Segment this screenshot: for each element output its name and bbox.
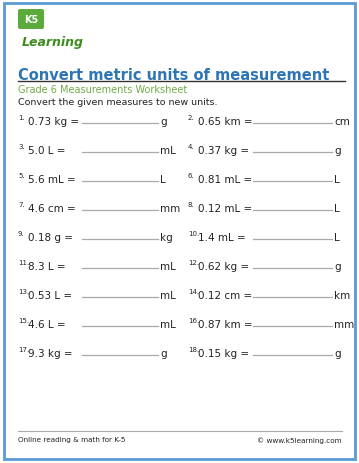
Text: mL: mL (160, 290, 176, 300)
Text: 0.18 g =: 0.18 g = (28, 232, 73, 243)
Text: 7.: 7. (18, 201, 25, 207)
Text: Online reading & math for K-5: Online reading & math for K-5 (18, 436, 126, 442)
Text: 5.6 mL =: 5.6 mL = (28, 175, 76, 185)
Text: km: km (334, 290, 350, 300)
Text: 5.: 5. (18, 173, 25, 179)
Text: g: g (334, 262, 341, 271)
Text: 13.: 13. (18, 288, 29, 294)
Text: 0.87 km =: 0.87 km = (198, 319, 253, 329)
Text: Convert the given measures to new units.: Convert the given measures to new units. (18, 98, 218, 107)
Text: 1.: 1. (18, 115, 25, 121)
Text: kg: kg (160, 232, 173, 243)
Text: © www.k5learning.com: © www.k5learning.com (257, 436, 342, 443)
Text: mL: mL (160, 262, 176, 271)
Text: mm: mm (160, 204, 180, 213)
Text: 18.: 18. (188, 346, 199, 352)
Text: 14.: 14. (188, 288, 199, 294)
Text: 8.3 L =: 8.3 L = (28, 262, 66, 271)
Text: 5.0 L =: 5.0 L = (28, 146, 65, 156)
Text: L: L (160, 175, 166, 185)
Text: 0.37 kg =: 0.37 kg = (198, 146, 249, 156)
Text: 0.12 cm =: 0.12 cm = (198, 290, 252, 300)
Text: 0.62 kg =: 0.62 kg = (198, 262, 249, 271)
Text: 8.: 8. (188, 201, 195, 207)
Text: 16.: 16. (188, 317, 199, 323)
Text: g: g (160, 348, 167, 358)
Text: L: L (334, 232, 340, 243)
Text: g: g (334, 348, 341, 358)
Text: 10.: 10. (188, 231, 199, 237)
Text: 4.6 cm =: 4.6 cm = (28, 204, 76, 213)
Text: cm: cm (334, 117, 350, 127)
Text: mm: mm (334, 319, 354, 329)
Text: g: g (334, 146, 341, 156)
Text: mL: mL (160, 146, 176, 156)
Text: 1.4 mL =: 1.4 mL = (198, 232, 246, 243)
Text: 0.81 mL =: 0.81 mL = (198, 175, 252, 185)
Text: 12.: 12. (188, 259, 199, 265)
Text: 0.73 kg =: 0.73 kg = (28, 117, 79, 127)
Text: 0.15 kg =: 0.15 kg = (198, 348, 249, 358)
Text: Learning: Learning (22, 36, 84, 49)
Text: 4.: 4. (188, 144, 195, 150)
Text: 0.65 km =: 0.65 km = (198, 117, 253, 127)
Text: 11.: 11. (18, 259, 29, 265)
Text: mL: mL (160, 319, 176, 329)
Text: g: g (160, 117, 167, 127)
Text: 9.: 9. (18, 231, 25, 237)
Text: K5: K5 (24, 15, 38, 25)
Text: Convert metric units of measurement: Convert metric units of measurement (18, 68, 329, 83)
FancyBboxPatch shape (18, 10, 44, 30)
Text: 2.: 2. (188, 115, 195, 121)
Text: L: L (334, 204, 340, 213)
Text: L: L (334, 175, 340, 185)
Text: Grade 6 Measurements Worksheet: Grade 6 Measurements Worksheet (18, 85, 187, 95)
Text: 0.12 mL =: 0.12 mL = (198, 204, 252, 213)
Text: 3.: 3. (18, 144, 25, 150)
Text: 6.: 6. (188, 173, 195, 179)
Text: 17.: 17. (18, 346, 29, 352)
Text: 9.3 kg =: 9.3 kg = (28, 348, 73, 358)
Text: 0.53 L =: 0.53 L = (28, 290, 72, 300)
Text: 15.: 15. (18, 317, 29, 323)
Text: 4.6 L =: 4.6 L = (28, 319, 66, 329)
